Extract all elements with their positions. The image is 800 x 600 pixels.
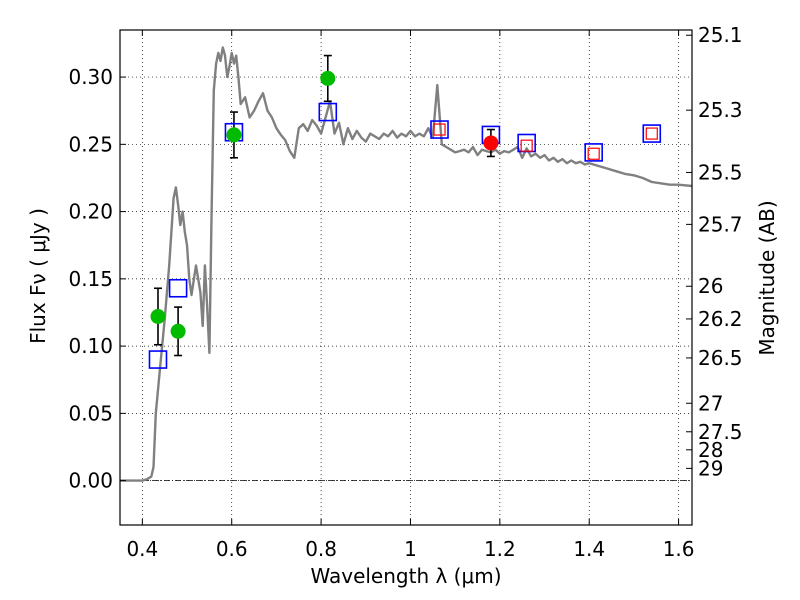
model-square-blue xyxy=(584,143,603,162)
data-point-green xyxy=(226,127,242,143)
x-axis-title: Wavelength λ (μm) xyxy=(310,564,501,588)
mag-tick-label: 27 xyxy=(698,391,723,415)
model-square-red xyxy=(645,127,658,140)
mag-tick-label: 26.5 xyxy=(698,346,743,370)
spectrum-line xyxy=(120,46,692,482)
axis-ticks xyxy=(120,30,692,525)
y-tick-label: 0.05 xyxy=(68,401,113,425)
model-square-blue xyxy=(430,120,449,139)
x-tick-label: 1.6 xyxy=(663,537,695,561)
x-tick-label: 1.2 xyxy=(484,537,516,561)
x-tick-label: 0.4 xyxy=(126,537,158,561)
x-tick-label: 1.4 xyxy=(573,537,605,561)
plot-frame xyxy=(119,29,693,526)
y-axis-title: Flux Fν ( μJy ) xyxy=(26,208,50,344)
y-tick-label: 0.15 xyxy=(68,267,113,291)
data-point-red xyxy=(483,135,499,151)
y-tick-label: 0.30 xyxy=(68,65,113,89)
points-layer xyxy=(148,54,662,369)
model-square-blue xyxy=(318,102,338,122)
model-square-blue xyxy=(642,124,662,143)
model-square-blue xyxy=(148,350,168,369)
data-point-green xyxy=(150,309,166,325)
plot-background xyxy=(120,30,692,525)
mag-tick-label: 28 xyxy=(698,438,723,462)
model-square-red xyxy=(433,123,446,136)
y-tick-label: 0.25 xyxy=(68,132,113,156)
y-tick-label: 0.10 xyxy=(68,334,113,358)
mag-tick-label: 25.3 xyxy=(698,98,743,122)
x-tick-labels: 0.4 0.6 0.8 1 1.2 1.4 1.6 xyxy=(126,537,694,561)
mag-tick-label: 25.1 xyxy=(698,23,743,47)
y-tick-label: 0.00 xyxy=(68,469,113,493)
model-square-blue xyxy=(168,278,188,298)
y-tick-label: 0.20 xyxy=(68,200,113,224)
y2-axis-title: Magnitude (AB) xyxy=(755,200,779,355)
model-square-red xyxy=(520,139,533,152)
x-tick-label: 0.8 xyxy=(305,537,337,561)
mag-tick-label: 26 xyxy=(698,274,723,298)
y-tick-labels: 0.00 0.05 0.10 0.15 0.20 0.25 0.30 xyxy=(68,65,113,493)
x-tick-label: 0.6 xyxy=(216,537,248,561)
model-square-red xyxy=(587,147,600,160)
data-point-green xyxy=(170,323,186,339)
mag-tick-label: 27.5 xyxy=(698,420,743,444)
mag-tick-label: 26.2 xyxy=(698,307,743,331)
mag-tick-label: 25.5 xyxy=(698,160,743,184)
spectrum-layer xyxy=(120,46,692,482)
mag-tick-label: 29 xyxy=(698,456,723,480)
mag-tick-label: 25.7 xyxy=(698,212,743,236)
data-point-green xyxy=(320,70,336,86)
x-tick-label: 1 xyxy=(404,537,417,561)
